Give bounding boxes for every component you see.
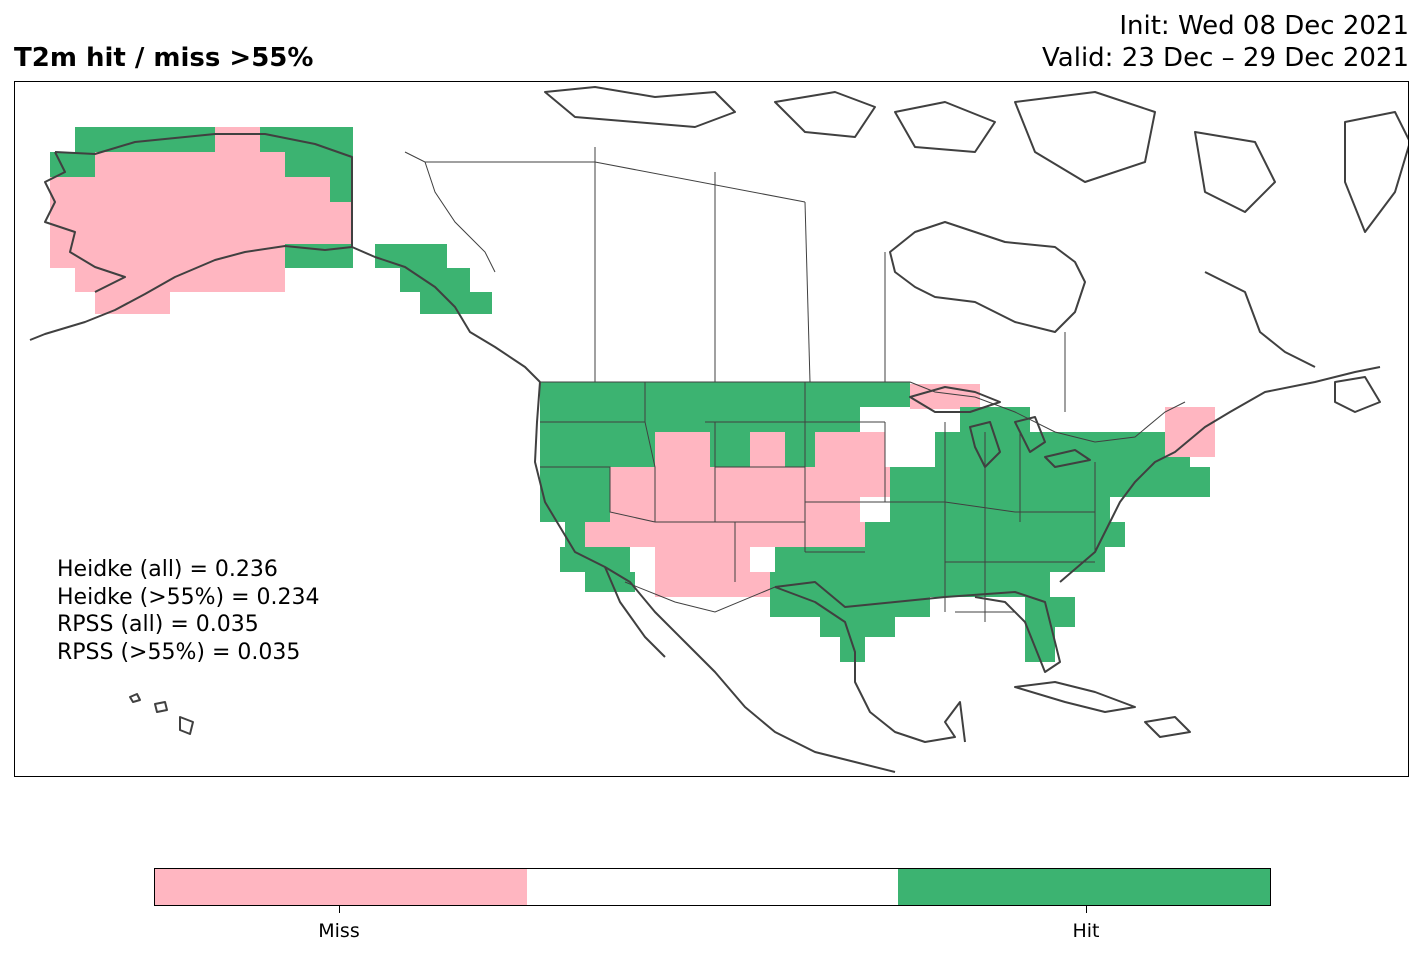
hit-cell — [895, 547, 1035, 572]
miss-cell — [750, 432, 785, 467]
miss-cell — [610, 497, 860, 522]
colorbar-tick-hit — [1086, 906, 1087, 913]
map-panel — [14, 81, 1409, 777]
hit-cell — [75, 127, 215, 152]
map-canvas — [29, 86, 1408, 773]
miss-cell — [95, 152, 285, 177]
political-borders — [351, 147, 1186, 622]
hit-cell — [840, 637, 865, 662]
hit-cell — [865, 522, 1125, 547]
heidke-55: Heidke (>55%) = 0.234 — [57, 584, 320, 610]
skill-scores: Heidke (all) = 0.236 Heidke (>55%) = 0.2… — [57, 556, 320, 666]
hit-miss-grid — [50, 127, 1215, 662]
hit-cell — [1165, 457, 1190, 482]
miss-cell — [95, 292, 170, 314]
hit-cell — [1075, 432, 1175, 467]
hit-cell — [710, 432, 750, 467]
hit-cell — [420, 292, 492, 314]
miss-cell — [50, 202, 353, 244]
heidke-all: Heidke (all) = 0.236 — [57, 557, 278, 582]
miss-cell — [655, 432, 710, 467]
hit-cell — [890, 467, 1210, 497]
coastlines — [29, 86, 1408, 773]
hit-cell — [375, 244, 447, 268]
miss-cell — [630, 522, 790, 547]
miss-cell — [675, 572, 770, 597]
init-date: Init: Wed 08 Dec 2021 — [1119, 11, 1409, 41]
hit-cell — [540, 467, 610, 497]
hit-cell — [935, 432, 1095, 467]
rpss-all: RPSS (all) = 0.035 — [57, 612, 259, 637]
map-title: T2m hit / miss >55% — [14, 43, 314, 73]
miss-cell — [1165, 407, 1215, 457]
hit-cell — [585, 572, 635, 592]
colorbar-hit — [898, 869, 1271, 905]
colorbar-miss — [155, 869, 527, 905]
hit-cell — [285, 152, 353, 177]
miss-cell — [215, 127, 260, 152]
hit-cell — [785, 432, 815, 467]
miss-cell — [610, 467, 890, 497]
colorbar-label-miss: Miss — [318, 920, 360, 942]
date-header: Init: Wed 08 Dec 2021 Valid: 23 Dec – 29… — [1042, 10, 1409, 74]
valid-range: Valid: 23 Dec – 29 Dec 2021 — [1042, 43, 1409, 73]
hit-cell — [820, 617, 895, 637]
colorbar-neutral — [526, 869, 899, 905]
colorbar — [154, 868, 1271, 906]
hit-cell — [540, 382, 910, 407]
colorbar-tick-miss — [339, 906, 340, 913]
miss-cell — [50, 177, 330, 202]
rpss-55: RPSS (>55%) = 0.035 — [57, 639, 301, 665]
miss-cell — [815, 432, 885, 467]
hit-cell — [775, 547, 895, 572]
hit-cell — [540, 432, 655, 467]
hit-cell — [330, 177, 353, 202]
hit-cell — [260, 127, 353, 152]
hit-cell — [560, 547, 630, 572]
hit-cell — [540, 407, 860, 432]
hit-cell — [540, 497, 610, 522]
colorbar-label-hit: Hit — [1072, 920, 1100, 942]
